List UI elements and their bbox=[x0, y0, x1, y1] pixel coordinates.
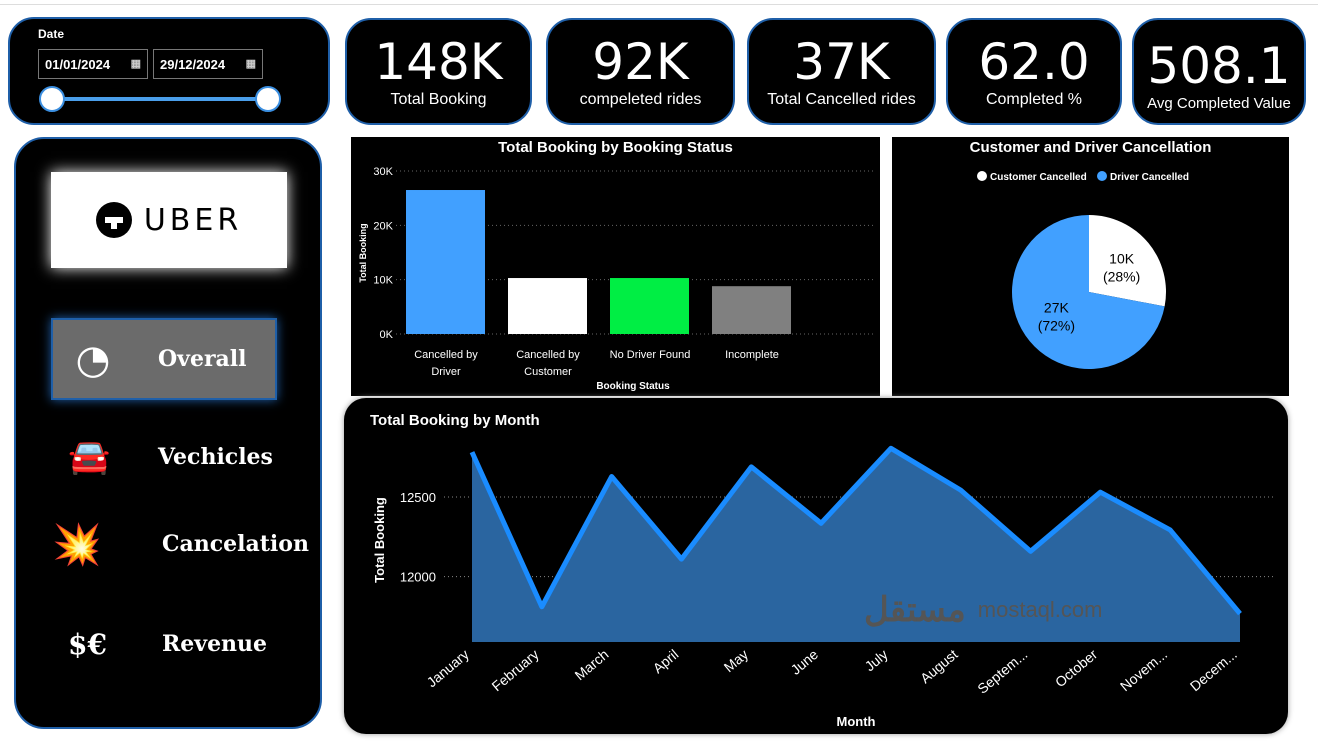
x-tick-label: March bbox=[571, 646, 611, 683]
x-tick-label: Decem... bbox=[1187, 646, 1240, 694]
y-axis-label: Total Booking bbox=[372, 497, 387, 583]
uber-wordmark: UBER bbox=[143, 202, 243, 238]
bar-incomplete bbox=[712, 286, 791, 334]
monthly-chart-frame: Total Booking by Month 12000 12500 Total B… bbox=[344, 398, 1288, 734]
kpi-label: Total Booking bbox=[390, 90, 487, 108]
x-tick-label: Cancelled by bbox=[516, 349, 580, 361]
kpi-completed-pct: 62.0 Completed % bbox=[946, 18, 1122, 125]
slice-pct-label: (72%) bbox=[1038, 318, 1075, 334]
nav-revenue[interactable]: $€ Revenue bbox=[68, 614, 267, 674]
x-tick-label: January bbox=[423, 646, 471, 690]
kpi-value: 508.1 bbox=[1147, 37, 1291, 95]
legend-label: Driver Cancelled bbox=[1110, 172, 1189, 183]
date-slicer[interactable]: Date 01/01/2024 ▦ 29/12/2024 ▦ bbox=[8, 17, 330, 125]
bar-chart-svg: 0K 10K 20K 30K Total Booking Cancelled by Driv… bbox=[358, 166, 876, 392]
slider-start-handle[interactable] bbox=[39, 86, 65, 112]
x-tick-label: June bbox=[787, 646, 821, 678]
y-tick-label: 20K bbox=[373, 220, 393, 232]
analytics-icon: ◔ bbox=[75, 335, 111, 383]
date-range-track[interactable] bbox=[52, 97, 268, 101]
cancellation-pie-chart: Customer and Driver Cancellation Custome… bbox=[892, 137, 1289, 396]
kpi-value: 62.0 bbox=[978, 32, 1090, 91]
pie-slice-driver-cancelled bbox=[1012, 215, 1165, 369]
nav-cancelation[interactable]: 💥 Cancelation bbox=[52, 511, 309, 577]
watermark: مستقل mostaql.com bbox=[864, 590, 1102, 630]
x-axis-label: Booking Status bbox=[596, 381, 670, 392]
slice-value-label: 27K bbox=[1044, 300, 1070, 316]
navigation-panel: UBER ◔ Overall 🚘 Vechicles 💥 Cancelation $… bbox=[14, 137, 322, 729]
chart-title: Total Booking by Month bbox=[370, 412, 540, 429]
start-date-value: 01/01/2024 bbox=[45, 57, 111, 72]
date-label: Date bbox=[38, 27, 65, 41]
x-tick-label: Incomplete bbox=[725, 349, 779, 361]
nav-label: Overall bbox=[158, 346, 247, 372]
chart-title: Customer and Driver Cancellation bbox=[969, 139, 1212, 156]
kpi-value: 148K bbox=[374, 32, 503, 91]
kpi-label: Completed % bbox=[985, 90, 1083, 108]
kpi-label: Total Cancelled rides bbox=[767, 90, 916, 108]
watermark-arabic: مستقل bbox=[864, 591, 966, 629]
end-date-value: 29/12/2024 bbox=[160, 57, 226, 72]
calendar-icon[interactable]: ▦ bbox=[245, 58, 256, 70]
nav-vehicles[interactable]: 🚘 Vechicles bbox=[68, 435, 273, 479]
y-tick-label: 10K bbox=[373, 275, 393, 287]
x-tick-label: Driver bbox=[431, 366, 461, 378]
legend-marker bbox=[977, 171, 987, 181]
y-tick-label: 12000 bbox=[400, 570, 436, 585]
x-tick-label: No Driver Found bbox=[610, 349, 691, 361]
calendar-icon[interactable]: ▦ bbox=[130, 58, 141, 70]
area-chart-svg: 12000 12500 Total Booking January February Ma… bbox=[372, 445, 1274, 729]
kpi-value: 37K bbox=[793, 32, 890, 91]
x-tick-label: Customer bbox=[524, 366, 572, 378]
kpi-cancelled-rides: 37K Total Cancelled rides bbox=[747, 18, 936, 125]
kpi-total-booking: 148K Total Booking bbox=[345, 18, 532, 125]
x-tick-label: May bbox=[721, 646, 752, 675]
start-date-input[interactable]: 01/01/2024 ▦ bbox=[38, 49, 148, 79]
uber-mark-icon bbox=[95, 202, 132, 238]
uber-logo: UBER bbox=[51, 172, 287, 268]
bar-no-driver-found bbox=[610, 278, 689, 334]
kpi-value: 92K bbox=[592, 32, 689, 91]
nav-label: Vechicles bbox=[158, 444, 273, 470]
currency-icon: $€ bbox=[68, 627, 107, 661]
slice-value-label: 10K bbox=[1109, 250, 1135, 266]
pie-slice-customer-cancelled bbox=[1089, 215, 1166, 307]
x-tick-label: August bbox=[917, 646, 961, 686]
x-tick-label: February bbox=[489, 646, 542, 694]
car-crash-icon: 💥 bbox=[52, 520, 102, 568]
kpi-avg-completed-value: 508.1 Avg Completed Value bbox=[1132, 18, 1306, 125]
chart-title: Total Booking by Booking Status bbox=[498, 139, 733, 156]
x-tick-label: Novem... bbox=[1117, 646, 1170, 694]
nav-label: Revenue bbox=[162, 631, 268, 657]
x-tick-label: July bbox=[861, 646, 890, 674]
end-date-input[interactable]: 29/12/2024 ▦ bbox=[153, 49, 263, 79]
slider-end-handle[interactable] bbox=[255, 86, 281, 112]
x-tick-label: Cancelled by bbox=[414, 349, 478, 361]
nav-label: Cancelation bbox=[162, 531, 309, 557]
x-axis-label: Month bbox=[837, 714, 876, 729]
slice-pct-label: (28%) bbox=[1103, 268, 1140, 284]
y-tick-label: 30K bbox=[373, 166, 393, 178]
series-line bbox=[469, 445, 1242, 616]
booking-status-chart: Total Booking by Booking Status 0K 10K 20K… bbox=[351, 137, 880, 396]
bar-cancelled-by-driver bbox=[406, 190, 485, 334]
x-tick-label: October bbox=[1052, 646, 1101, 690]
kpi-label: compeleted rides bbox=[579, 90, 702, 108]
car-icon: 🚘 bbox=[68, 437, 111, 477]
nav-overall[interactable]: ◔ Overall bbox=[51, 318, 277, 400]
top-toolbar-edge bbox=[0, 0, 1318, 5]
watermark-latin: mostaql.com bbox=[977, 597, 1103, 622]
x-tick-label: Septem... bbox=[974, 646, 1030, 697]
bar-cancelled-by-customer bbox=[508, 278, 587, 334]
x-tick-label: April bbox=[650, 646, 682, 676]
y-axis-label: Total Booking bbox=[358, 223, 368, 282]
pie-chart-svg: Customer Cancelled Driver Cancelled 10K (28… bbox=[977, 171, 1189, 369]
kpi-completed-rides: 92K compeleted rides bbox=[546, 18, 735, 125]
area-fill bbox=[472, 448, 1240, 642]
y-tick-label: 0K bbox=[380, 329, 394, 341]
legend-marker bbox=[1097, 171, 1107, 181]
kpi-label: Avg Completed Value bbox=[1147, 95, 1291, 112]
y-tick-label: 12500 bbox=[400, 490, 436, 505]
legend-label: Customer Cancelled bbox=[990, 172, 1087, 183]
